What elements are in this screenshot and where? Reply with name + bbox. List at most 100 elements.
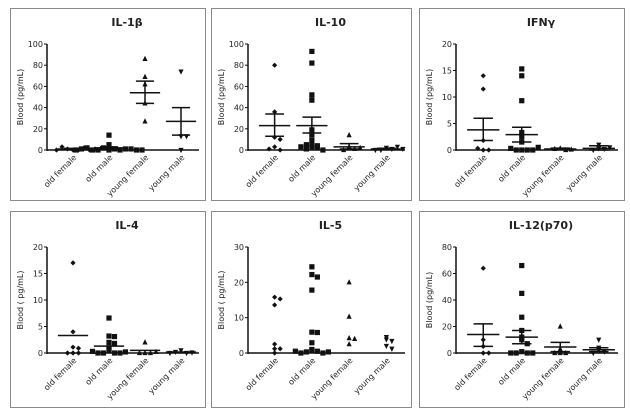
data-point bbox=[111, 333, 118, 340]
data-point bbox=[139, 147, 145, 153]
data-point bbox=[147, 349, 154, 356]
data-point bbox=[309, 97, 315, 103]
data-point bbox=[508, 145, 514, 152]
data-point bbox=[277, 346, 283, 352]
y-tick-label: 40 bbox=[33, 104, 43, 113]
y-axis-label: Blood (pg/mL) bbox=[425, 272, 434, 328]
data-point bbox=[117, 350, 123, 356]
data-point bbox=[394, 144, 400, 150]
data-point bbox=[272, 62, 278, 68]
data-point bbox=[486, 350, 492, 356]
data-point bbox=[70, 344, 76, 350]
category-label: old female bbox=[244, 356, 280, 392]
data-point bbox=[272, 109, 278, 115]
data-point bbox=[480, 73, 486, 79]
data-point bbox=[73, 147, 79, 153]
chart-svg: IL-5 Blood ( pg/mL) 0 10 20 30 old female old m… bbox=[217, 219, 405, 401]
data-point bbox=[292, 348, 298, 354]
data-point bbox=[346, 313, 352, 319]
data-point bbox=[106, 132, 112, 138]
data-point bbox=[480, 147, 486, 153]
data-point bbox=[272, 350, 278, 356]
y-tick-label: 20 bbox=[33, 125, 43, 134]
y-tick-label: 0 bbox=[38, 146, 43, 155]
data-point bbox=[142, 55, 148, 61]
data-point bbox=[272, 302, 278, 308]
category-label: young male bbox=[147, 356, 187, 396]
category-label: old male bbox=[84, 356, 115, 387]
data-point bbox=[480, 265, 486, 271]
data-point bbox=[535, 144, 541, 150]
data-point bbox=[106, 147, 112, 153]
data-point bbox=[346, 341, 352, 347]
data-point bbox=[346, 132, 352, 138]
data-point bbox=[117, 147, 123, 153]
data-point bbox=[519, 98, 525, 104]
data-point bbox=[530, 350, 536, 356]
panel-il-10: IL-10 Blood (pg/mL) 0 20 40 60 80 100 old female… bbox=[211, 8, 412, 201]
data-point bbox=[142, 73, 148, 79]
y-tick-label: 20 bbox=[33, 243, 43, 252]
data-point bbox=[383, 343, 389, 350]
data-point bbox=[314, 348, 320, 354]
category-label: young male bbox=[352, 153, 392, 193]
y-tick-label: 60 bbox=[442, 270, 452, 279]
y-tick-label: 20 bbox=[442, 323, 452, 332]
y-tick-label: 80 bbox=[33, 61, 43, 70]
data-point bbox=[383, 335, 389, 341]
y-tick-label: 5 bbox=[447, 120, 452, 129]
data-point bbox=[142, 118, 148, 124]
category-label: young male bbox=[564, 153, 604, 193]
data-point bbox=[136, 349, 143, 356]
data-point bbox=[400, 146, 406, 153]
data-point bbox=[75, 345, 82, 351]
y-tick-label: 30 bbox=[234, 243, 244, 252]
data-point bbox=[519, 262, 525, 269]
panel-ifng: IFNγ Blood (pg/mL) 0 5 10 15 20 old female old m… bbox=[419, 8, 625, 201]
y-tick-label: 80 bbox=[234, 61, 244, 70]
data-point bbox=[298, 350, 304, 356]
data-point bbox=[272, 134, 278, 140]
panel-il-1b: IL-1β Blood (pg/mL) 0 20 40 60 80 100 old female… bbox=[10, 8, 206, 201]
category-label: old male bbox=[286, 153, 317, 184]
data-point bbox=[266, 146, 272, 152]
y-tick-label: 5 bbox=[38, 323, 43, 332]
y-tick-label: 40 bbox=[442, 296, 452, 305]
data-point bbox=[480, 350, 486, 356]
data-point bbox=[178, 69, 184, 75]
data-point bbox=[111, 350, 118, 356]
y-axis-label: Blood (pg/mL) bbox=[217, 69, 226, 125]
data-point bbox=[89, 348, 96, 355]
y-axis-label: Blood (pg/mL) bbox=[425, 69, 434, 125]
data-point bbox=[64, 350, 71, 356]
data-point bbox=[557, 349, 563, 356]
y-tick-label: 60 bbox=[33, 82, 43, 91]
data-point bbox=[519, 66, 525, 72]
data-point bbox=[320, 350, 326, 356]
data-point bbox=[524, 147, 530, 153]
data-point bbox=[309, 137, 315, 144]
data-point bbox=[178, 147, 184, 154]
data-point bbox=[303, 142, 309, 148]
y-tick-label: 0 bbox=[239, 349, 244, 358]
category-label: old female bbox=[42, 356, 78, 392]
panel-il-5: IL-5 Blood ( pg/mL) 0 10 20 30 old female old m… bbox=[211, 211, 412, 408]
data-point bbox=[314, 274, 320, 280]
chart-title: IL-10 bbox=[315, 16, 346, 29]
category-label: old male bbox=[286, 356, 317, 387]
data-point bbox=[303, 349, 309, 355]
data-point bbox=[530, 147, 536, 153]
data-point bbox=[122, 146, 129, 152]
y-tick-label: 10 bbox=[33, 296, 43, 305]
data-point bbox=[519, 349, 525, 355]
data-point bbox=[100, 350, 107, 356]
data-point bbox=[106, 333, 112, 339]
data-point bbox=[389, 338, 395, 345]
data-point bbox=[95, 147, 101, 153]
chart-svg: IFNγ Blood (pg/mL) 0 5 10 15 20 old female old m… bbox=[425, 16, 618, 198]
y-tick-label: 0 bbox=[447, 349, 452, 358]
data-point bbox=[142, 339, 148, 345]
category-label: young female bbox=[520, 153, 565, 198]
data-point bbox=[563, 349, 569, 356]
y-tick-label: 15 bbox=[442, 67, 452, 76]
